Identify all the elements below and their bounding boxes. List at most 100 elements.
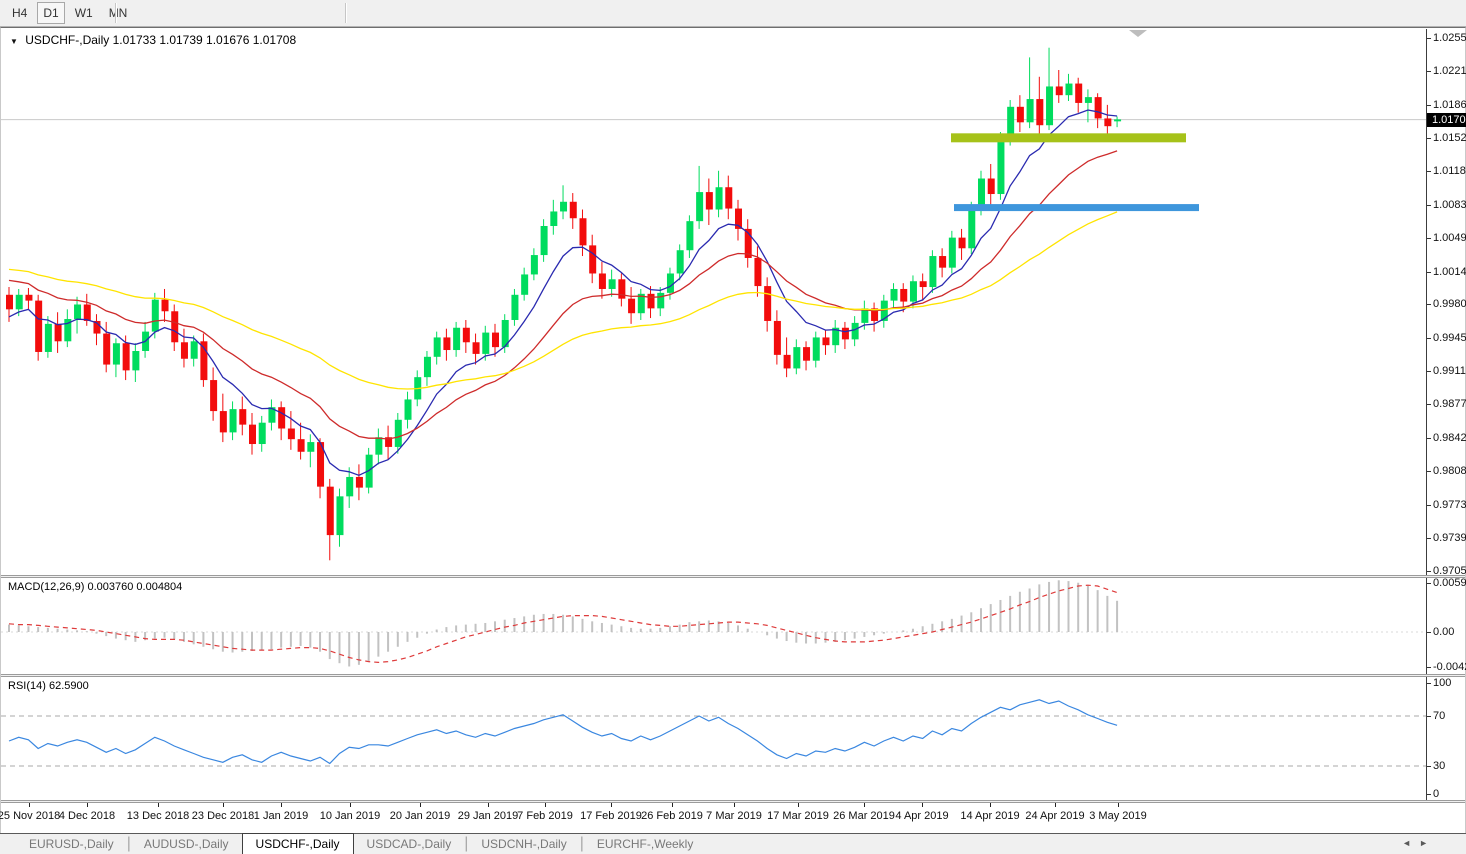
- panel-divider[interactable]: [1, 674, 1465, 677]
- price-chart-canvas[interactable]: ▼ USDCHF-,Daily 1.01733 1.01739 1.01676 …: [1, 29, 1426, 575]
- price-axis-tick: [1427, 237, 1431, 239]
- time-axis-tick: [488, 803, 489, 807]
- timeframe-button-w1[interactable]: W1: [74, 6, 93, 20]
- tab-divider: |: [579, 835, 584, 852]
- rsi-axis-tick: [1427, 766, 1431, 767]
- macd-axis-tick: [1427, 632, 1431, 633]
- tab-divider: |: [464, 835, 469, 852]
- rsi-axis-tick: [1427, 794, 1431, 795]
- time-axis-tick: [223, 803, 224, 807]
- timeframe-button-mn[interactable]: MN: [108, 6, 128, 20]
- timeframe-button-h4[interactable]: H4: [12, 6, 28, 20]
- chart-symbol-label: USDCHF-,Daily: [25, 33, 110, 47]
- time-axis-tick: [350, 803, 351, 807]
- time-axis-label: 7 Feb 2019: [517, 810, 573, 822]
- price-axis-tick: [1427, 505, 1431, 507]
- rsi-axis[interactable]: 100 70 30 0: [1426, 677, 1465, 800]
- time-axis-label: 4 Dec 2018: [58, 810, 116, 822]
- time-axis-tick: [281, 803, 282, 807]
- timeframe-button-d1[interactable]: D1: [37, 2, 65, 24]
- time-axis-tick: [798, 803, 799, 807]
- panel-divider[interactable]: [1, 575, 1465, 578]
- price-axis-tick: [1427, 304, 1431, 306]
- time-axis-tick: [672, 803, 673, 807]
- price-axis-tick: [1427, 204, 1431, 206]
- time-axis-tick: [1055, 803, 1056, 807]
- time-axis-label: 13 Dec 2018: [126, 810, 190, 822]
- macd-axis-label: 0.00: [1433, 626, 1455, 638]
- price-axis-tick: [1427, 438, 1431, 440]
- current-price-badge: 1.01708: [1427, 112, 1466, 127]
- price-axis-tick: [1427, 137, 1431, 139]
- time-axis-tick: [864, 803, 865, 807]
- price-axis-label: 1.00830: [1433, 198, 1466, 211]
- macd-axis-tick: [1427, 666, 1431, 668]
- price-axis-label: 0.97050: [1433, 564, 1466, 577]
- chart-tabbar: EURUSD-,Daily | AUDUSD-,Daily USDCHF-,Daily…: [0, 833, 1466, 854]
- time-axis-label: 23 Dec 2018: [191, 810, 255, 822]
- chart-tab-usdchf-daily[interactable]: USDCHF-,Daily: [241, 833, 354, 854]
- time-axis-label: 17 Mar 2019: [767, 810, 829, 822]
- time-axis-tick: [420, 803, 421, 807]
- time-axis-tick: [922, 803, 923, 807]
- timeframe-button-group: H4 D1 W1 MN: [2, 2, 133, 24]
- rsi-axis-label: 70: [1433, 710, 1446, 722]
- price-axis-tick: [1427, 38, 1431, 39]
- rsi-canvas[interactable]: RSI(14) 62.5900: [1, 677, 1426, 800]
- price-chart-panel: ▼ USDCHF-,Daily 1.01733 1.01739 1.01676 …: [1, 29, 1466, 577]
- time-axis-label: 10 Jan 2019: [319, 810, 381, 822]
- chart-tab-usdcad-daily[interactable]: USDCAD-,Daily: [366, 837, 452, 851]
- time-axis[interactable]: 25 Nov 2018 4 Dec 2018 13 Dec 2018 23 Dec 2…: [0, 803, 1465, 833]
- chart-tab-eurchf-weekly[interactable]: EURCHF-,Weekly: [596, 837, 694, 851]
- timeframe-toolbar: H4 D1 W1 MN: [0, 0, 1466, 27]
- tab-scroll-arrows: ◄►: [1402, 838, 1436, 848]
- time-axis-tick: [734, 803, 735, 807]
- price-axis-label: 1.00490: [1433, 231, 1466, 244]
- chart-tabs: EURUSD-,Daily | AUDUSD-,Daily USDCHF-,Daily…: [0, 833, 1466, 854]
- macd-panel: MACD(12,26,9) 0.003760 0.004804 0.005970…: [1, 577, 1466, 674]
- price-axis-label: 1.02210: [1433, 64, 1466, 77]
- time-axis-tick: [87, 803, 88, 807]
- tab-scroll-right-icon[interactable]: ►: [1419, 838, 1436, 848]
- rsi-axis-tick: [1427, 683, 1431, 684]
- price-axis-tick: [1427, 170, 1431, 172]
- macd-axis-label: -0.004243: [1433, 660, 1466, 673]
- chart-tab-eurusd-daily[interactable]: EURUSD-,Daily: [29, 837, 114, 851]
- price-axis-tick: [1427, 570, 1431, 572]
- price-axis-label: 1.01860: [1433, 98, 1466, 111]
- macd-label: MACD(12,26,9) 0.003760 0.004804: [8, 581, 183, 593]
- macd-canvas[interactable]: MACD(12,26,9) 0.003760 0.004804: [1, 578, 1426, 674]
- time-axis-label: 26 Mar 2019: [833, 810, 895, 822]
- time-axis-label: 25 Nov 2018: [0, 810, 61, 822]
- rsi-panel: RSI(14) 62.5900 100 70 30 0: [1, 677, 1465, 800]
- symbol-dropdown-icon[interactable]: ▼: [10, 37, 18, 46]
- price-axis-tick: [1427, 538, 1431, 539]
- price-axis-label: 1.02550: [1433, 32, 1466, 44]
- rsi-axis-label: 30: [1433, 760, 1446, 772]
- rsi-axis-tick: [1427, 716, 1431, 717]
- macd-axis-tick: [1427, 582, 1431, 584]
- chart-tab-audusd-daily[interactable]: AUDUSD-,Daily: [143, 837, 229, 851]
- time-axis-tick: [29, 803, 30, 807]
- time-axis-tick: [990, 803, 991, 807]
- time-axis-tick: [545, 803, 546, 807]
- chart-ohlc-values: 1.01733 1.01739 1.01676 1.01708: [112, 33, 297, 47]
- tab-scroll-left-icon[interactable]: ◄: [1402, 838, 1420, 848]
- price-axis-tick: [1427, 471, 1431, 473]
- time-axis-label: 7 Mar 2019: [706, 810, 762, 822]
- price-axis-tick: [1427, 271, 1431, 273]
- time-axis-label: 1 Jan 2019: [253, 810, 309, 822]
- rsi-axis-label: 100: [1433, 677, 1452, 689]
- macd-axis[interactable]: 0.00597 0.00 -0.004243: [1426, 577, 1466, 674]
- chart-tab-usdcnh-daily[interactable]: USDCNH-,Daily: [481, 837, 567, 851]
- price-axis[interactable]: 1.01708 1.02550 1.02210 1.01860 1.01520 1.01…: [1426, 29, 1466, 577]
- time-axis-label: 3 May 2019: [1089, 810, 1147, 822]
- price-axis-tick: [1427, 70, 1431, 72]
